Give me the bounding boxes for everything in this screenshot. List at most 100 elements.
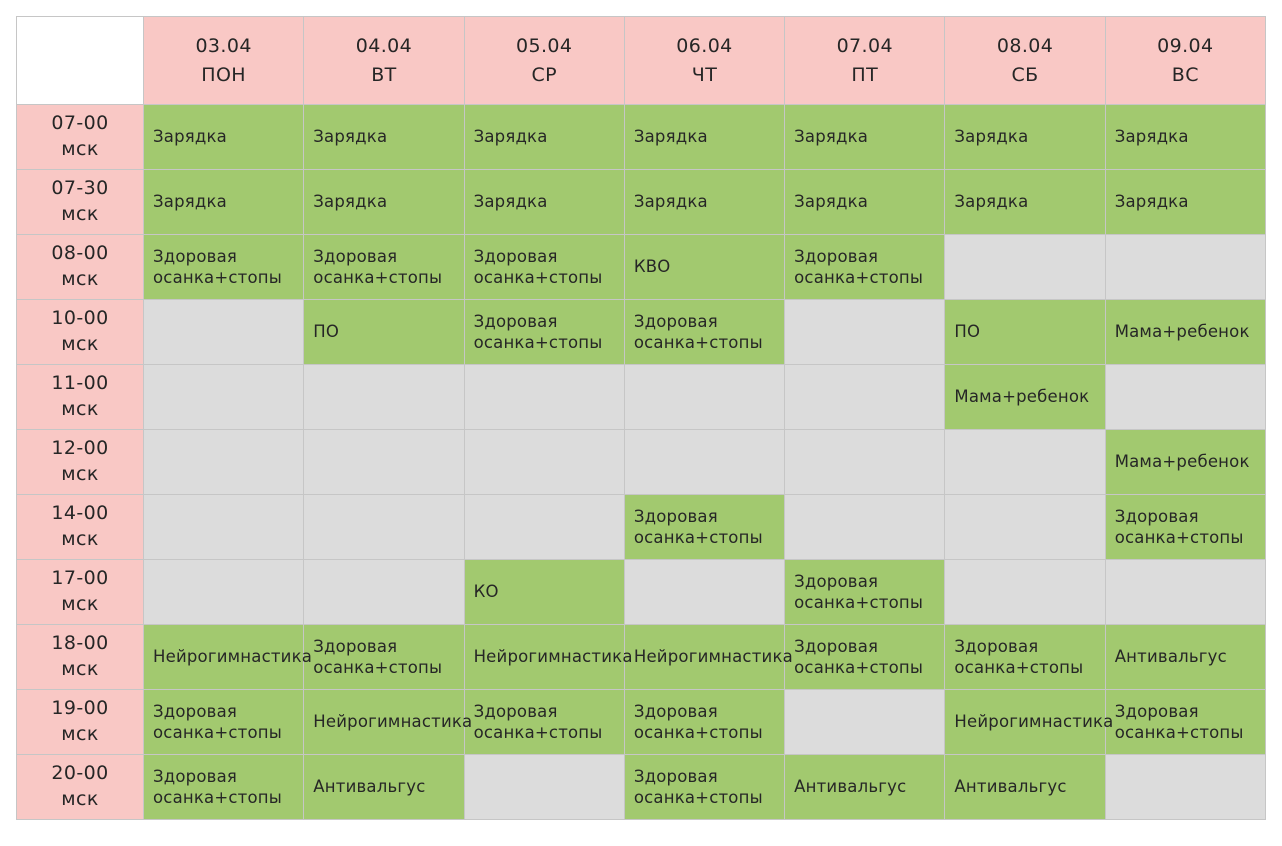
day-date: 06.04: [676, 35, 733, 57]
schedule-row: 07-00 мск Зарядка Зарядка Зарядка Зарядка Заря…: [16, 104, 1267, 170]
time-cell: 11-00 мск: [16, 364, 144, 430]
time-cell: 10-00 мск: [16, 299, 144, 365]
activity-cell: Зарядка: [1104, 169, 1267, 235]
activity-cell: Здоровая осанка+стопы: [623, 494, 786, 560]
day-date: 04.04: [355, 35, 413, 57]
activity-cell: Здоровая осанка+стопы: [142, 754, 305, 820]
empty-cell: [784, 299, 946, 365]
activity-cell: Здоровая осанка+стопы: [1104, 494, 1267, 560]
activity-cell: Антивальгус: [944, 754, 1106, 820]
empty-cell: [463, 494, 625, 560]
schedule-header: 03.04 ПОН 04.04 ВТ 05.04 СР 06.04 ЧТ 07.04 ПТ 08.0…: [16, 16, 1267, 105]
activity-cell: ПО: [303, 299, 465, 365]
activity-cell: Нейрогимнастика: [623, 624, 793, 690]
day-date: 09.04: [1157, 35, 1214, 57]
empty-cell: [142, 494, 305, 560]
day-of-week: ВТ: [371, 63, 397, 86]
empty-cell: [303, 559, 465, 625]
time-cell: 18-00 мск: [16, 624, 144, 690]
activity-cell: Антивальгус: [784, 754, 946, 820]
empty-cell: [623, 364, 786, 430]
corner-cell: [16, 16, 144, 105]
time-cell: 07-00 мск: [16, 104, 144, 170]
empty-cell: [142, 429, 305, 495]
timezone-label: мск: [61, 398, 99, 420]
empty-cell: [463, 754, 625, 820]
time-value: 10-00: [51, 307, 109, 330]
day-of-week: ВС: [1171, 63, 1199, 86]
time-value: 20-00: [51, 762, 109, 785]
schedule-row: 08-00 мск Здоровая осанка+стопы Здоровая ос…: [16, 234, 1267, 300]
schedule-row: 18-00 мск Нейрогимнастика Здоровая осанка+с…: [16, 624, 1267, 690]
day-date: 07.04: [836, 35, 893, 57]
day-header-cell: 04.04 ВТ: [303, 16, 465, 105]
activity-cell: Здоровая осанка+стопы: [944, 624, 1106, 690]
schedule-row: 17-00 мск КО Здоровая осанка+стопы: [16, 559, 1267, 625]
day-header-cell: 07.04 ПТ: [784, 16, 946, 105]
time-cell: 17-00 мск: [16, 559, 144, 625]
activity-cell: Здоровая осанка+стопы: [142, 689, 305, 755]
activity-cell: Зарядка: [142, 104, 305, 170]
empty-cell: [784, 494, 946, 560]
activity-cell: Антивальгус: [303, 754, 465, 820]
activity-cell: Здоровая осанка+стопы: [784, 624, 946, 690]
activity-cell: Здоровая осанка+стопы: [784, 559, 946, 625]
activity-cell: Здоровая осанка+стопы: [303, 624, 465, 690]
empty-cell: [784, 364, 946, 430]
time-value: 12-00: [51, 437, 109, 460]
activity-cell: Зарядка: [623, 169, 786, 235]
empty-cell: [142, 299, 305, 365]
timezone-label: мск: [61, 203, 99, 225]
activity-cell: Здоровая осанка+стопы: [463, 234, 625, 300]
timezone-label: мск: [61, 723, 99, 745]
empty-cell: [784, 429, 946, 495]
empty-cell: [944, 234, 1106, 300]
activity-cell: Мама+ребенок: [1104, 429, 1267, 495]
time-value: 19-00: [51, 697, 109, 720]
schedule-row: 12-00 мск Мама+ребенок: [16, 429, 1267, 495]
timezone-label: мск: [61, 593, 99, 615]
time-cell: 14-00 мск: [16, 494, 144, 560]
day-header-cell: 06.04 ЧТ: [623, 16, 786, 105]
time-cell: 20-00 мск: [16, 754, 144, 820]
activity-cell: Зарядка: [303, 104, 465, 170]
activity-cell: Зарядка: [1104, 104, 1267, 170]
activity-cell: Зарядка: [142, 169, 305, 235]
activity-cell: Зарядка: [303, 169, 465, 235]
activity-cell: Нейрогимнастика: [944, 689, 1113, 755]
day-date: 08.04: [996, 35, 1054, 57]
time-cell: 08-00 мск: [16, 234, 144, 300]
activity-cell: Здоровая осанка+стопы: [463, 689, 625, 755]
day-of-week: ПТ: [851, 63, 879, 86]
activity-cell: КВО: [623, 234, 786, 300]
activity-cell: Зарядка: [623, 104, 786, 170]
empty-cell: [784, 689, 946, 755]
day-of-week: СР: [531, 63, 557, 86]
timezone-label: мск: [61, 658, 99, 680]
time-value: 17-00: [51, 567, 109, 590]
time-value: 07-30: [51, 177, 109, 200]
activity-cell: Здоровая осанка+стопы: [623, 299, 786, 365]
empty-cell: [303, 494, 465, 560]
empty-cell: [1104, 364, 1267, 430]
activity-cell: Здоровая осанка+стопы: [303, 234, 465, 300]
empty-cell: [944, 559, 1106, 625]
timezone-label: мск: [61, 463, 99, 485]
activity-cell: Мама+ребенок: [1104, 299, 1267, 365]
day-of-week: СБ: [1011, 63, 1039, 86]
schedule-row: 14-00 мск Здоровая осанка+стопы Здоровая ос…: [16, 494, 1267, 560]
timezone-label: мск: [61, 528, 99, 550]
day-of-week: ПОН: [201, 63, 246, 86]
time-value: 18-00: [51, 632, 109, 655]
timezone-label: мск: [61, 138, 99, 160]
time-cell: 07-30 мск: [16, 169, 144, 235]
empty-cell: [623, 559, 786, 625]
activity-cell: Нейрогимнастика: [463, 624, 632, 690]
schedule-row: 10-00 мск ПО Здоровая осанка+стопы Здоровая …: [16, 299, 1267, 365]
activity-cell: Зарядка: [944, 169, 1106, 235]
day-header-cell: 05.04 СР: [463, 16, 625, 105]
activity-cell: Здоровая осанка+стопы: [142, 234, 305, 300]
time-cell: 19-00 мск: [16, 689, 144, 755]
activity-cell: Здоровая осанка+стопы: [784, 234, 946, 300]
